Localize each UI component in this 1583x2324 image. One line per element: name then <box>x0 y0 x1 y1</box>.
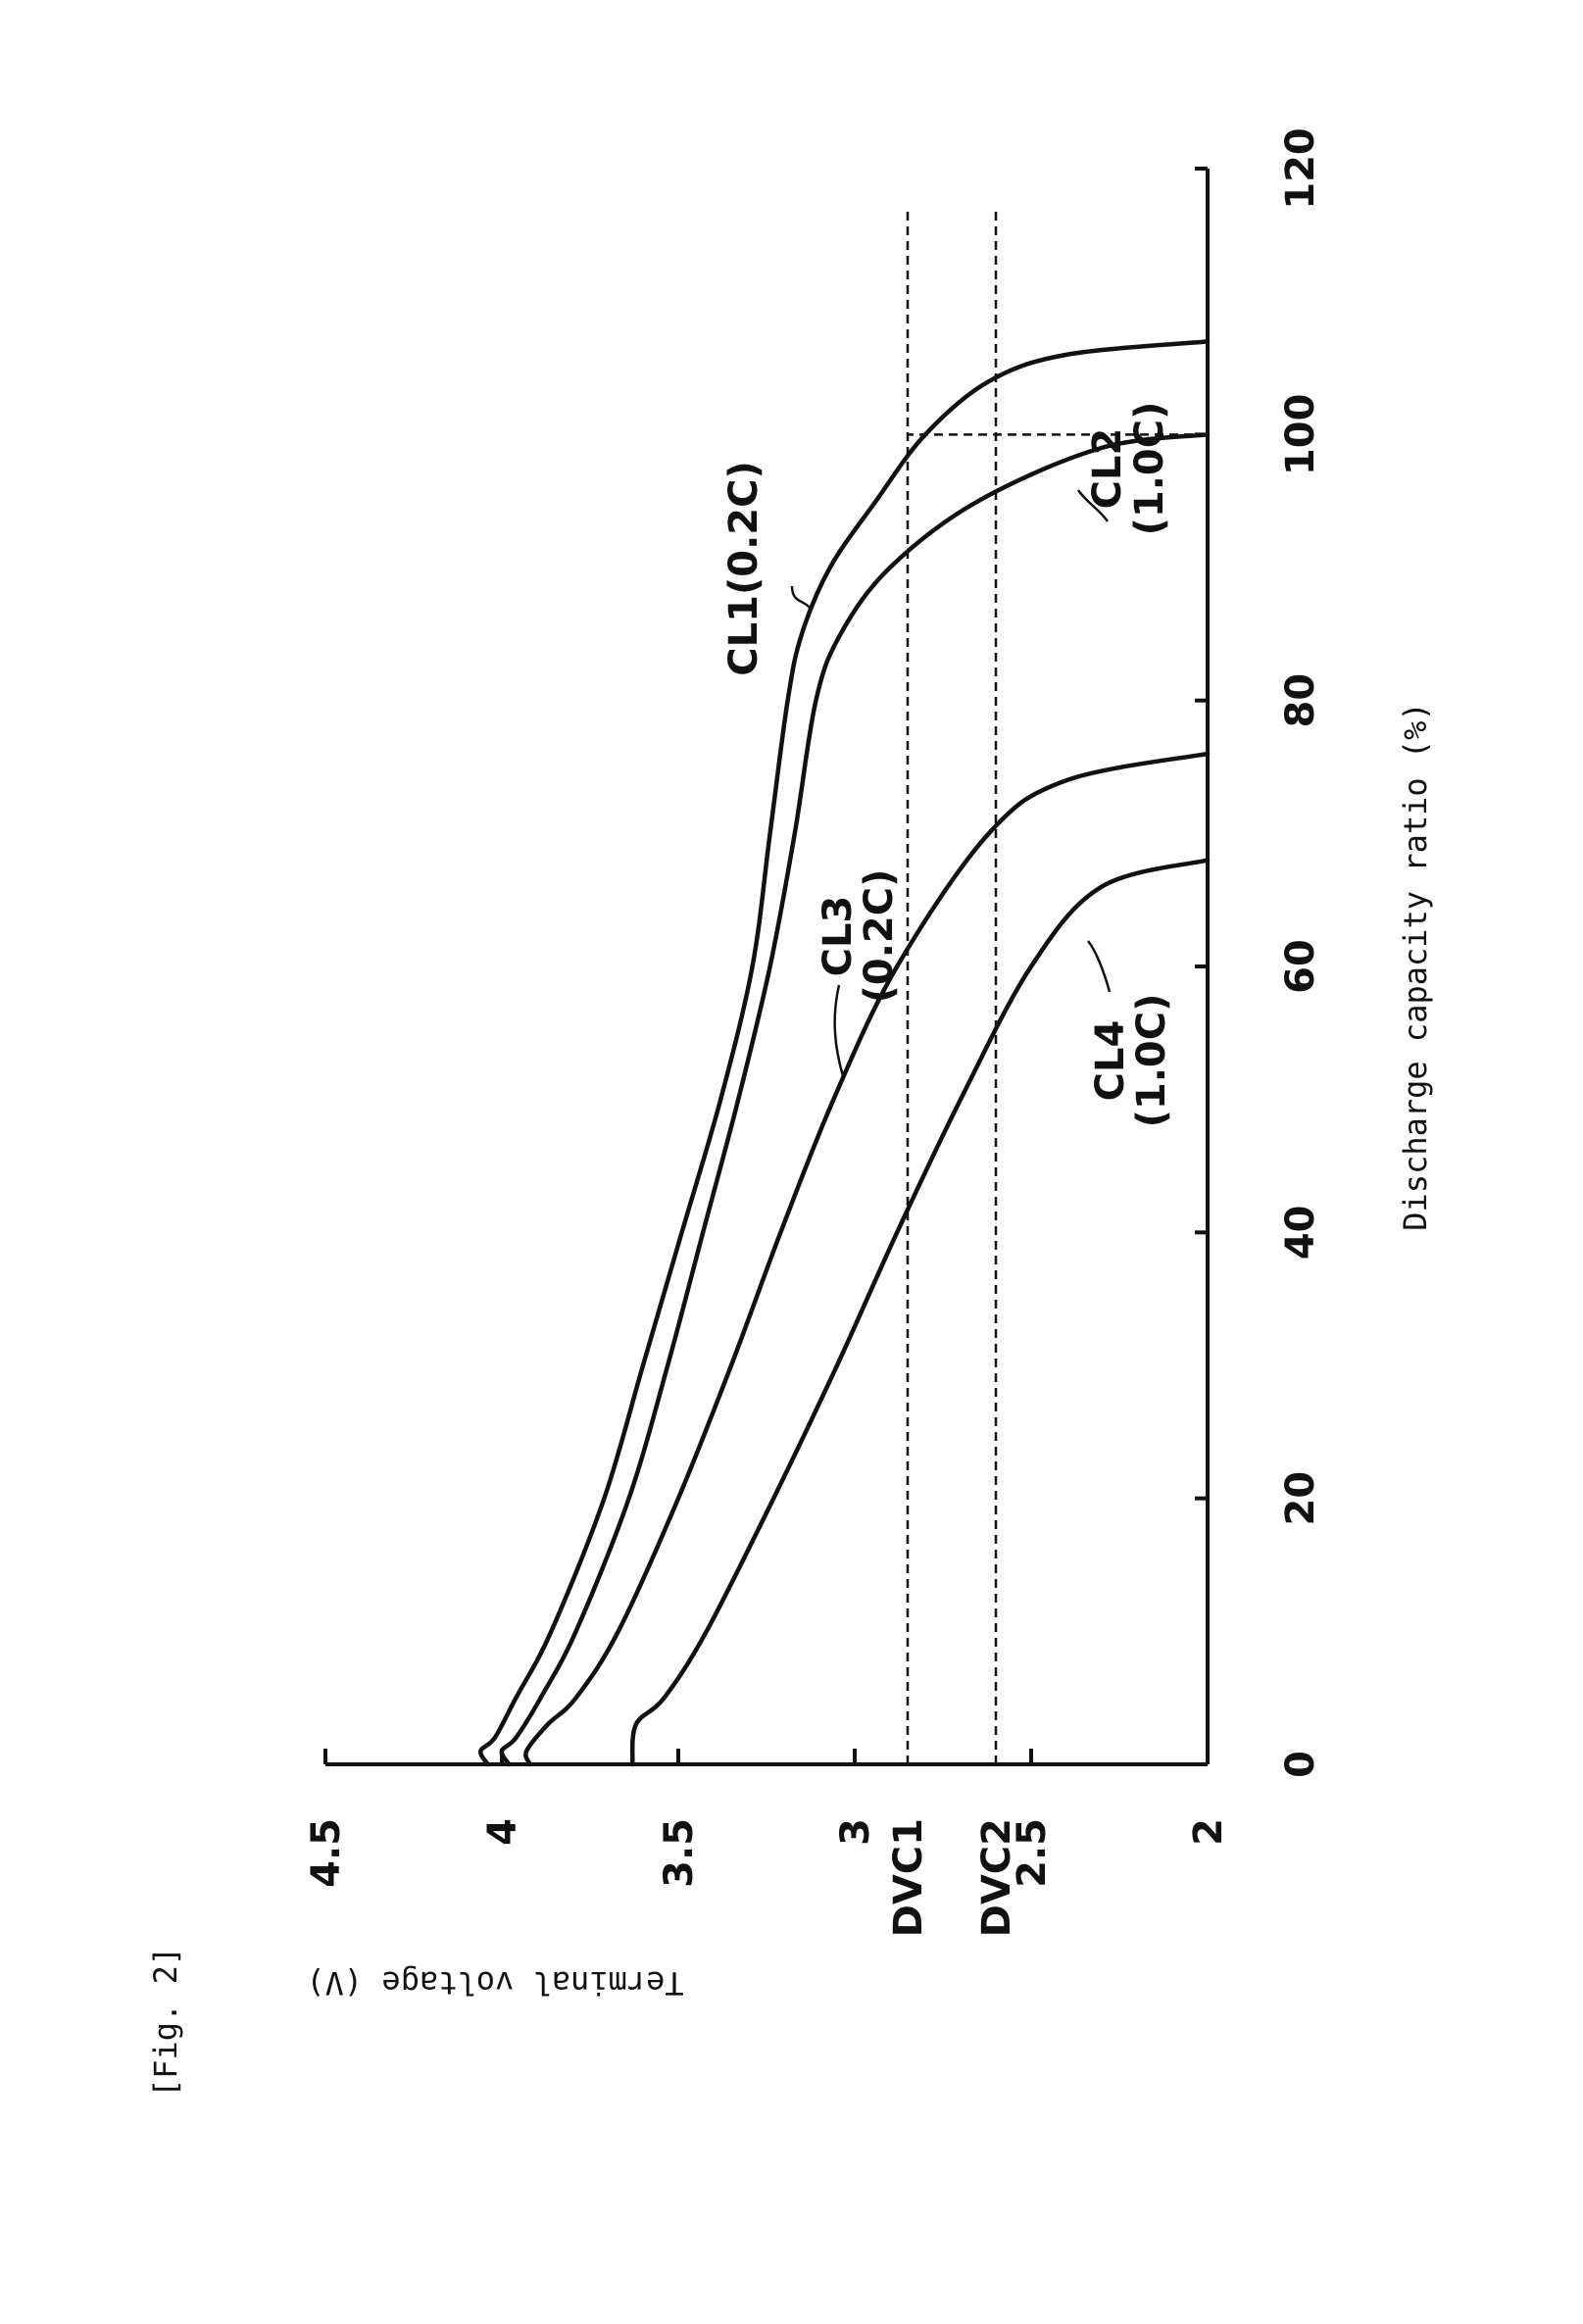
series-4-label-line-1: CL4 <box>1088 1020 1133 1102</box>
y-tick-label-2: 3 <box>833 1818 878 1846</box>
series-3-label-line-1: CL3 <box>816 896 861 977</box>
x-tick-label-6: 120 <box>1278 127 1323 210</box>
series-1-leader <box>792 586 810 608</box>
x-tick-label-0: 0 <box>1278 1751 1323 1778</box>
y-tick-label-4: 4 <box>480 1818 525 1846</box>
y-axis-title: Terminal voltage (V) <box>306 1964 683 2002</box>
y-tick-label-5: 4.5 <box>304 1818 349 1888</box>
series-4-label-line-2: (1.0C) <box>1129 994 1174 1128</box>
x-tick-label-3: 60 <box>1278 939 1323 994</box>
series-labels-layer: CL1(0.2C)CL2(1.0C)CL3(0.2C)CL4(1.0C) <box>721 402 1174 1128</box>
series-2-label-line-2: (1.0C) <box>1127 402 1172 536</box>
x-tick-label-4: 80 <box>1278 673 1323 728</box>
x-tick-label-2: 40 <box>1278 1205 1323 1260</box>
plot-area: 02040608010012022.533.544.5 DVC1DVC2 CL1… <box>304 127 1323 1937</box>
series-4-curve <box>632 861 1208 1765</box>
y-tick-label-0: 2 <box>1186 1818 1231 1846</box>
ref-label-dvc1: DVC1 <box>886 1818 931 1937</box>
series-1-label-line-1: CL1(0.2C) <box>721 461 767 675</box>
x-tick-label-1: 20 <box>1278 1471 1323 1526</box>
x-tick-label-5: 100 <box>1278 394 1323 476</box>
ref-label-dvc2: DVC2 <box>974 1818 1019 1937</box>
series-4-leader <box>1088 941 1110 992</box>
series-2-label-line-1: CL2 <box>1085 428 1130 510</box>
x-axis-title: Discharge capacity ratio (%) <box>1397 702 1434 1230</box>
series-3-label-line-2: (0.2C) <box>857 869 902 1004</box>
figure-label: [Fig. 2] <box>147 1947 184 2098</box>
series-3-leader <box>835 985 843 1076</box>
y-tick-label-3: 3.5 <box>657 1818 702 1888</box>
